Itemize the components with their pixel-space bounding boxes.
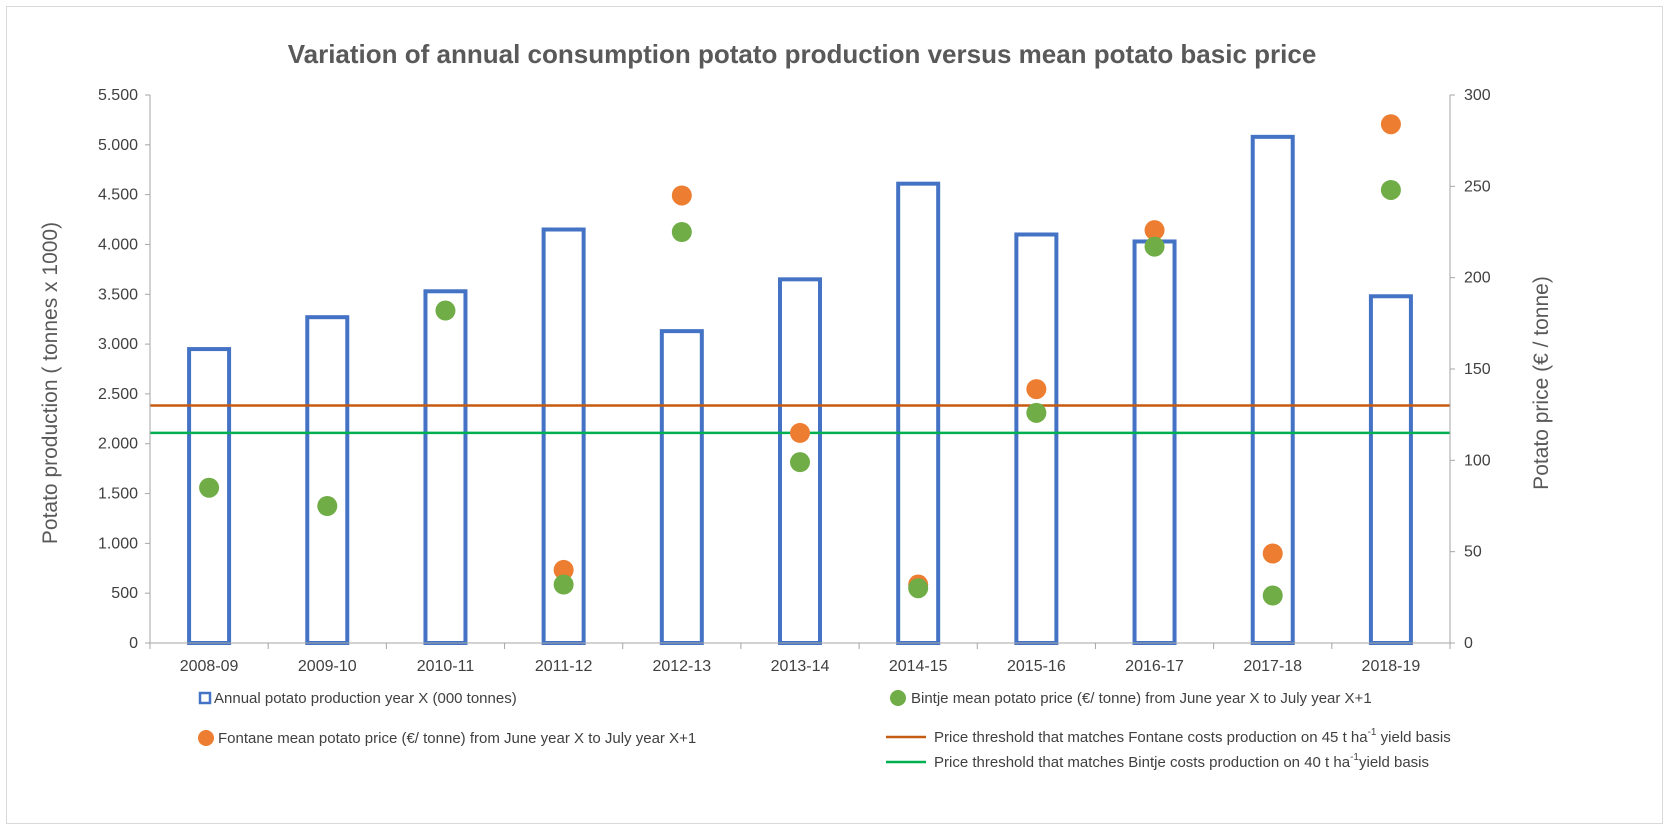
x-tick-label: 2012-13 [652, 658, 711, 675]
production-bar [1368, 294, 1413, 645]
fontane-price-point [1144, 220, 1165, 241]
fontane-price-point [553, 559, 574, 580]
fontane-price-point [790, 422, 810, 443]
fontane-price-point [1026, 379, 1047, 400]
right-tick-label: 0 [1464, 635, 1473, 652]
left-tick-label: 1.000 [98, 535, 138, 552]
legend-swatch-bintje [890, 690, 906, 706]
legend-label-suffix: yield basis [1359, 754, 1429, 771]
legend-label-suffix: yield basis [1377, 729, 1451, 746]
left-tick-label: 3.000 [98, 336, 138, 353]
production-bar [1014, 232, 1059, 645]
x-tick-label: 2013-14 [771, 658, 830, 675]
legend-label-main: Price threshold that matches Fontane cos… [934, 729, 1368, 746]
legend-label: Price threshold that matches Fontane cos… [934, 727, 1451, 746]
bintje-price-point [1026, 402, 1047, 423]
left-tick-label: 1.500 [98, 486, 138, 503]
production-bar [896, 181, 941, 645]
x-tick-label: 2014-15 [889, 658, 948, 675]
left-tick-label: 4.000 [98, 236, 138, 253]
right-tick-label: 250 [1464, 178, 1491, 195]
production-bar [1250, 134, 1295, 646]
x-tick-label: 2011-12 [535, 658, 593, 675]
bintje-price-point [908, 578, 929, 599]
left-axis-title: Potato production ( tonnes x 1000) [39, 222, 62, 544]
legend: Annual potato production year X (000 ton… [198, 690, 1451, 771]
left-tick-label: 4.500 [98, 187, 138, 204]
fontane-price-point [1262, 543, 1283, 564]
production-bar [659, 329, 704, 645]
legend-label: Annual potato production year X (000 ton… [214, 690, 517, 707]
legend-label: Price threshold that matches Bintje cost… [934, 752, 1429, 771]
bintje-price-point [553, 574, 574, 595]
x-tick-label: 2010-11 [417, 658, 475, 675]
right-tick-label: 100 [1464, 452, 1491, 469]
chart-title: Variation of annual consumption potato p… [288, 39, 1317, 69]
right-tick-label: 150 [1464, 361, 1491, 378]
legend-label: Bintje mean potato price (€/ tonne) from… [911, 690, 1372, 707]
left-tick-label: 0 [129, 635, 138, 652]
right-axis-title: Potato price (€ / tonne) [1530, 276, 1553, 490]
fontane-price-point [1380, 114, 1401, 135]
left-axis: 0 500 1.000 1.500 2.000 2.500 3.000 3.500 4.000 4… [98, 87, 151, 652]
plot-area [150, 114, 1450, 646]
left-tick-label: 5.500 [98, 87, 138, 104]
right-tick-label: 300 [1464, 87, 1491, 104]
left-tick-label: 2.500 [98, 386, 138, 403]
chart-frame [6, 6, 1663, 824]
x-tick-label: 2009-10 [298, 658, 357, 675]
bintje-price-point [317, 496, 338, 516]
right-axis: 0 50 100 150 200 250 300 [1449, 87, 1491, 652]
x-tick-label: 2018-19 [1362, 658, 1421, 675]
bintje-price-point [671, 222, 692, 242]
left-tick-label: 5.000 [98, 137, 138, 154]
left-tick-label: 500 [111, 585, 138, 602]
bintje-price-point [790, 452, 810, 473]
legend-swatch-production [198, 691, 212, 705]
bintje-price-point [435, 300, 456, 321]
production-bar [423, 289, 468, 645]
fontane-price-point [671, 185, 692, 206]
production-bar [1132, 239, 1177, 645]
bintje-price-point [1144, 236, 1165, 257]
x-axis: 2008-09 2009-10 2010-11 2011-12 2012-13 2013-… [149, 642, 1451, 675]
bintje-price-point [1262, 585, 1283, 606]
legend-label-superscript: -1 [1350, 752, 1359, 763]
x-tick-label: 2017-18 [1243, 658, 1302, 675]
legend-label-main: Price threshold that matches Bintje cost… [934, 754, 1351, 771]
legend-swatch-fontane [198, 730, 214, 746]
right-tick-label: 50 [1464, 544, 1482, 561]
left-tick-label: 3.500 [98, 286, 138, 303]
x-tick-label: 2015-16 [1007, 658, 1066, 675]
bintje-price-point [1380, 179, 1401, 200]
right-tick-label: 200 [1464, 270, 1491, 287]
x-tick-label: 2008-09 [180, 658, 239, 675]
legend-label: Fontane mean potato price (€/ tonne) fro… [218, 730, 696, 747]
legend-label-superscript: -1 [1368, 727, 1377, 738]
bintje-price-point [199, 477, 220, 498]
production-bar [305, 315, 350, 645]
x-tick-label: 2016-17 [1125, 658, 1184, 675]
left-tick-label: 2.000 [98, 436, 138, 453]
